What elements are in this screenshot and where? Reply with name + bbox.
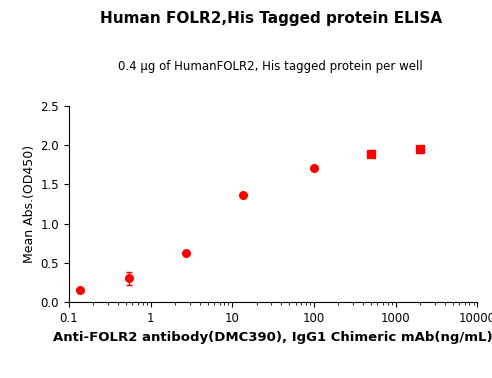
Text: Human FOLR2,His Tagged protein ELISA: Human FOLR2,His Tagged protein ELISA [99, 11, 442, 26]
Text: 0.4 μg of HumanFOLR2, His tagged protein per well: 0.4 μg of HumanFOLR2, His tagged protein… [118, 60, 423, 73]
Y-axis label: Mean Abs.(OD450): Mean Abs.(OD450) [23, 145, 36, 263]
X-axis label: Anti-FOLR2 antibody(DMC390), IgG1 Chimeric mAb(ng/mL): Anti-FOLR2 antibody(DMC390), IgG1 Chimer… [53, 331, 492, 344]
